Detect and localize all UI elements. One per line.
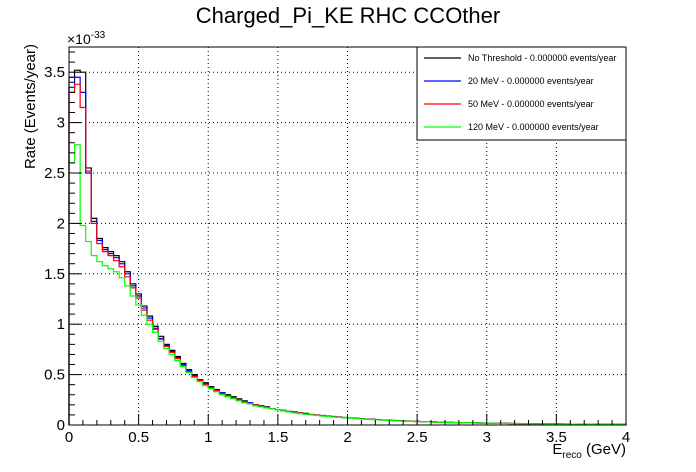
x-axis-label: Ereco (GeV) [552, 441, 626, 461]
legend-label: No Threshold - 0.000000 events/year [468, 53, 616, 63]
series-line-4 [68, 144, 627, 425]
y-tick-label: 1.5 [44, 266, 65, 283]
x-tick-label: 1.5 [267, 429, 288, 446]
legend-entries: No Threshold - 0.000000 events/year 20 Me… [424, 53, 616, 132]
y-tick-label: 2.5 [44, 165, 65, 182]
x-tick-label: 2.5 [407, 429, 428, 446]
legend: No Threshold - 0.000000 events/year 20 Me… [416, 46, 627, 141]
grid-lines [69, 47, 627, 425]
legend-label: 50 MeV - 0.000000 events/year [468, 99, 594, 109]
legend-box [416, 46, 627, 141]
y-tick-label: 3.5 [44, 64, 65, 81]
x-tick-label: 0 [65, 429, 73, 446]
y-tick-label: 2 [57, 215, 65, 232]
series-group [68, 69, 627, 425]
y-tick-label: 3 [57, 115, 65, 132]
x-tick-label: 1 [204, 429, 212, 446]
legend-label: 20 MeV - 0.000000 events/year [468, 76, 594, 86]
x-tick-label: 4 [622, 429, 630, 446]
chart-title: Charged_Pi_KE RHC CCOther [196, 3, 500, 28]
y-tick-label: 1 [57, 316, 65, 333]
y-axis-multiplier-base: ×10 [67, 31, 91, 47]
x-axis-label-subscript: reco [562, 450, 582, 461]
axis-ticks [68, 51, 627, 426]
legend-label: 120 MeV - 0.000000 events/year [468, 122, 599, 132]
x-axis-label-unit: (GeV) [582, 441, 626, 458]
axis-tick-labels: 0 0.5 1 1.5 2 2.5 3 3.5 4 0 0.5 1 1.5 2 2.5 3 3.5 [44, 64, 630, 446]
y-axis-multiplier: ×10-33 [67, 30, 106, 47]
y-tick-label: 0 [57, 417, 65, 434]
y-axis-label: Rate (Events/year) [22, 44, 39, 169]
y-axis-exponent: -33 [91, 30, 106, 41]
y-tick-label: 0.5 [44, 367, 65, 384]
x-axis-label-main: E [552, 441, 562, 458]
x-tick-label: 0.5 [128, 429, 149, 446]
x-tick-label: 2 [343, 429, 351, 446]
x-tick-label: 3.5 [546, 429, 567, 446]
x-tick-label: 3 [483, 429, 491, 446]
